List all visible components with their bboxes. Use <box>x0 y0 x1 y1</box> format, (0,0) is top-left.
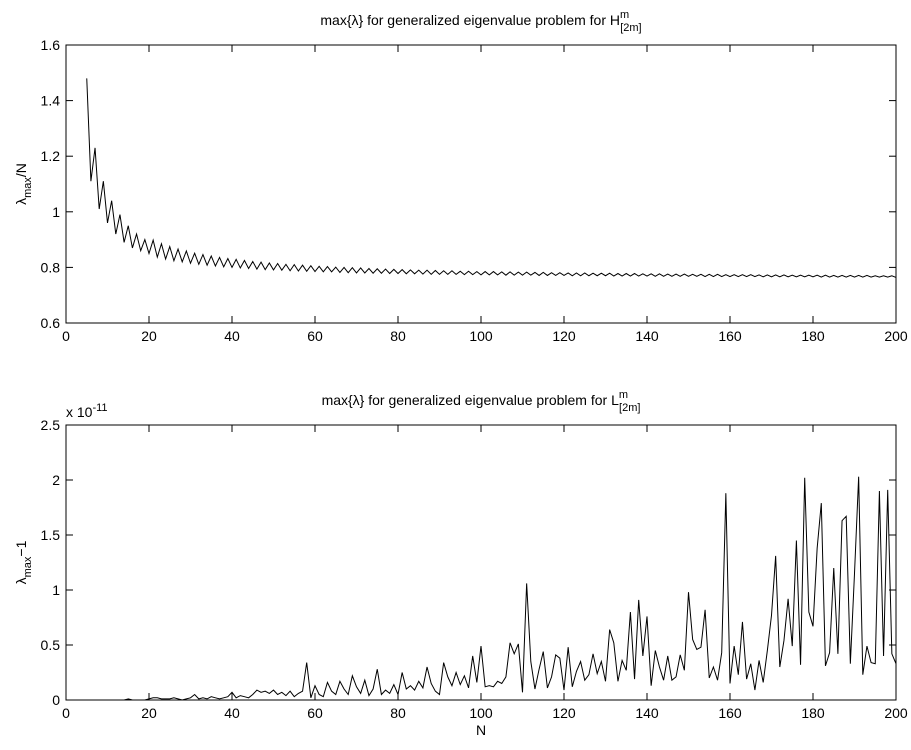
x-tick-label: 180 <box>801 705 825 721</box>
y-label-text: λ <box>13 577 29 584</box>
data-line <box>86 78 897 278</box>
x-tick-label: 200 <box>884 328 908 344</box>
x-tick-label: 40 <box>224 705 240 721</box>
title-sup: m <box>620 9 629 21</box>
y-axis-label: λmax−1 <box>13 540 34 584</box>
x-tick-label: 40 <box>224 328 240 344</box>
x-axis-label: N <box>476 722 486 738</box>
x-tick-label: 100 <box>469 705 493 721</box>
y-tick-label: 1.5 <box>41 527 61 543</box>
x-tick-label: 140 <box>635 328 659 344</box>
y-tick-label: 0.6 <box>41 315 61 331</box>
y-label-sub: max <box>22 177 34 198</box>
title-text: max{λ} for generalized eigenvalue proble… <box>320 12 620 28</box>
title-sub: [2m] <box>620 22 641 34</box>
x-tick-label: 200 <box>884 705 908 721</box>
x-tick-label: 80 <box>390 705 406 721</box>
y-tick-label: 0.5 <box>41 637 61 653</box>
chart-title: max{λ} for generalized eigenvalue proble… <box>322 389 641 414</box>
x-tick-label: 160 <box>718 705 742 721</box>
x-tick-label: 0 <box>62 328 70 344</box>
y-tick-label: 1.6 <box>41 37 61 53</box>
y-axis-label: λmax/N <box>13 163 34 205</box>
multiplier-exponent: -11 <box>92 402 107 414</box>
y-tick-label: 2 <box>52 472 60 488</box>
y-tick-label: 0 <box>52 692 60 708</box>
x-tick-label: 80 <box>390 328 406 344</box>
multiplier-base: x 10 <box>66 404 93 420</box>
y-tick-label: 0.8 <box>41 259 61 275</box>
y-tick-label: 2.5 <box>41 417 61 433</box>
y-label-text: λ <box>13 198 29 205</box>
x-tick-label: 60 <box>307 328 323 344</box>
x-tick-label: 160 <box>718 328 742 344</box>
plot-frame <box>65 424 897 701</box>
x-tick-label: 120 <box>552 705 576 721</box>
y-tick-label: 1.4 <box>41 93 61 109</box>
x-tick-label: 180 <box>801 328 825 344</box>
y-label-after: /N <box>13 163 29 177</box>
plot-frame <box>65 44 897 324</box>
title-sub: [2m] <box>619 402 640 414</box>
title-text: max{λ} for generalized eigenvalue proble… <box>322 392 620 408</box>
y-label-after: −1 <box>13 540 29 556</box>
x-tick-label: 20 <box>141 705 157 721</box>
title-sup: m <box>619 389 628 401</box>
x-tick-label: 0 <box>62 705 70 721</box>
x-tick-label: 140 <box>635 705 659 721</box>
data-line <box>86 476 897 701</box>
y-tick-label: 1.2 <box>41 148 61 164</box>
x-tick-label: 20 <box>141 328 157 344</box>
x-tick-label: 120 <box>552 328 576 344</box>
y-tick-label: 1 <box>52 204 60 220</box>
axis-multiplier: x 10-11 <box>66 402 108 420</box>
y-label-sub: max <box>22 556 34 577</box>
x-tick-label: 100 <box>469 328 493 344</box>
x-tick-label: 60 <box>307 705 323 721</box>
chart-title: max{λ} for generalized eigenvalue proble… <box>320 9 641 34</box>
y-tick-label: 1 <box>52 582 60 598</box>
